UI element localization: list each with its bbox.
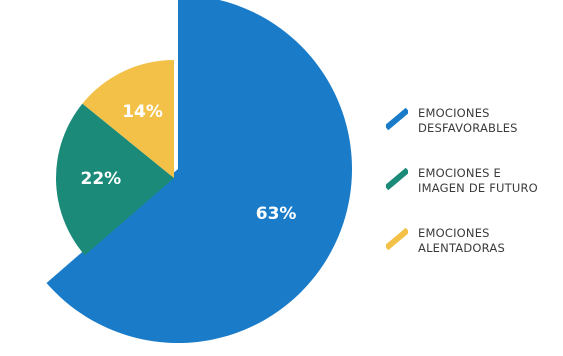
legend-label-line: EMOCIONES <box>418 226 490 240</box>
slice-imagen-futuro <box>56 103 174 256</box>
pie-chart: 63% 22% 14% <box>46 0 352 343</box>
slice-alentadoras <box>82 60 174 178</box>
legend-label-line: EMOCIONES <box>418 106 490 120</box>
legend-item-alentadoras: EMOCIONES ALENTADORAS <box>386 224 561 284</box>
legend: EMOCIONES DESFAVORABLES EMOCIONES E IMAG… <box>386 104 561 284</box>
legend-label-desfavorables: EMOCIONES DESFAVORABLES <box>418 106 558 136</box>
legend-label-alentadoras: EMOCIONES ALENTADORAS <box>418 226 558 256</box>
value-label-imagen-futuro: 22% <box>80 169 121 189</box>
legend-label-line: EMOCIONES E <box>418 166 502 180</box>
value-label-alentadoras: 14% <box>122 102 163 122</box>
slice-desfavorables <box>46 0 352 343</box>
value-label-desfavorables: 63% <box>256 204 297 224</box>
legend-item-imagen-futuro: EMOCIONES E IMAGEN DE FUTURO <box>386 164 561 224</box>
legend-item-desfavorables: EMOCIONES DESFAVORABLES <box>386 104 561 164</box>
legend-swatch-mark <box>386 228 408 250</box>
legend-label-imagen-futuro: EMOCIONES E IMAGEN DE FUTURO <box>418 166 558 196</box>
legend-swatch-alentadoras <box>386 228 408 250</box>
legend-label-line: DESFAVORABLES <box>418 121 518 135</box>
value-labels-layer: 63% 22% 14% <box>80 102 296 224</box>
slices-layer <box>46 0 352 343</box>
legend-swatch-desfavorables <box>386 108 408 130</box>
legend-swatch-mark <box>386 108 408 130</box>
legend-label-line: ALENTADORAS <box>418 241 505 255</box>
legend-swatch-imagen-futuro <box>386 168 408 190</box>
legend-label-line: IMAGEN DE FUTURO <box>418 181 538 195</box>
legend-swatch-mark <box>386 168 408 190</box>
